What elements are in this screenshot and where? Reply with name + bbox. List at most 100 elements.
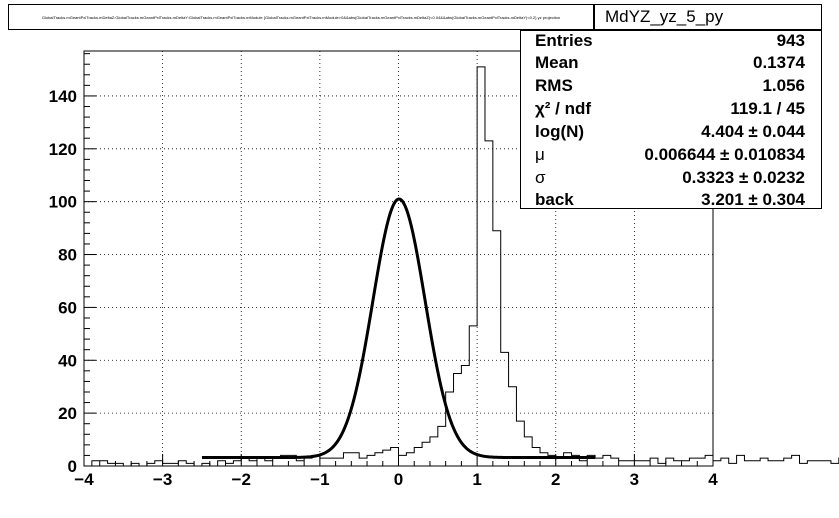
stats-label: back [535,190,574,209]
stats-row-sigma: σ 0.3323 ± 0.0232 [521,168,821,190]
histogram-bar [399,455,407,466]
stats-label: log(N) [535,122,585,141]
stats-box: Entries 943 Mean 0.1374 RMS 1.056 χ² / n… [520,30,822,209]
histogram-bar [737,455,745,466]
histogram-bar [304,458,312,466]
histogram-bar [414,447,422,466]
histogram-bar [430,437,438,466]
histogram-bar [155,461,163,466]
histogram-bar [383,450,391,466]
stats-row-chi2: χ² / ndf 119.1 / 45 [521,99,821,121]
histogram-bar [611,458,619,466]
histogram-bar [768,461,776,466]
stats-row-back: back 3.201 ± 0.304 [521,190,821,212]
histogram-bar [744,461,752,466]
y-tick-label: 60 [58,298,77,317]
histogram-bar [265,461,273,466]
histogram-bar [579,461,587,466]
y-tick-label: 80 [58,246,77,265]
histogram-bar [666,458,674,466]
stats-value: 1.056 [762,76,805,95]
histogram-bar [682,461,690,466]
histogram-bar [406,453,414,466]
stats-label: Mean [535,53,579,72]
stats-label: RMS [535,76,573,95]
histogram-bar [516,421,524,466]
histogram-bar [823,461,831,466]
stats-label: σ [535,168,546,187]
x-tick-label: 1 [472,470,481,489]
histogram-bar [776,461,784,466]
histogram-bar [807,461,815,466]
histogram-bar [501,352,509,466]
stats-name-box: MdYZ_yz_5_py [594,4,822,30]
histogram-bar [603,455,611,466]
histogram-bar [650,458,658,466]
histogram-bar [477,67,485,466]
histogram-bar [233,461,241,466]
histogram-bar [784,458,792,466]
stats-row-mean: Mean 0.1374 [521,53,821,75]
x-tick-label: −2 [232,470,251,489]
histogram-bar [595,458,603,466]
axis-ticks [83,53,714,467]
stats-row-rms: RMS 1.056 [521,76,821,98]
histogram-bar [249,461,257,466]
histogram-bar [367,455,375,466]
histogram-bar [760,458,768,466]
histogram-bar [556,458,564,466]
histogram-bar [564,453,572,466]
histogram-bar [422,442,430,466]
histogram-bar [241,458,249,466]
histogram-bar [273,458,281,466]
x-tick-label: 0 [394,470,403,489]
histogram-bar [469,326,477,466]
y-tick-label: 100 [49,193,77,212]
histogram-bar [721,458,729,466]
stats-value: 119.1 / 45 [730,99,805,118]
histogram-bar [634,461,642,466]
x-tick-label: −3 [153,470,172,489]
histogram-bar [524,437,532,466]
histogram-bar [705,455,713,466]
histogram-bar [343,453,351,466]
histogram-bar [391,447,399,466]
y-tick-label: 0 [68,457,77,476]
stats-value: 4.404 ± 0.044 [701,122,805,141]
stats-row-mu: μ 0.006644 ± 0.010834 [521,145,821,167]
stats-row-entries: Entries 943 [521,31,821,53]
histogram-bar [320,458,328,466]
histogram-bar [627,461,635,466]
histogram-bar [257,458,265,466]
y-tick-label: 120 [49,140,77,159]
histogram-bar [540,453,548,466]
histogram-bar [713,461,721,466]
histogram-bar [328,458,336,466]
histogram-bar [792,455,800,466]
histogram-bar [815,461,823,466]
stats-value: 0.3323 ± 0.0232 [682,168,805,187]
histogram-bar [697,458,705,466]
histogram-bar [509,387,517,466]
x-tick-label: −1 [310,470,329,489]
histogram-bar [218,461,226,466]
histogram-bar [296,461,304,466]
histogram-bar [454,373,462,466]
fit-curve [201,197,596,460]
x-tick-label: −4 [74,470,94,489]
histogram-bar [689,458,697,466]
histogram-bar [100,461,108,466]
stats-label: Entries [535,31,593,50]
histogram-bar [674,461,682,466]
stats-label: μ [535,145,545,164]
histogram-bar [178,461,186,466]
stats-value: 3.201 ± 0.304 [701,190,805,209]
y-tick-label: 20 [58,404,77,423]
fit-curve-layer [201,197,596,460]
histogram-title: GlobalTracks.mGeantPxlTracks.mDeltaZ:Glo… [8,4,594,30]
histogram-bar [485,141,493,466]
y-tick-label: 140 [49,87,77,106]
histogram-bar [92,461,100,466]
stats-row-logn: log(N) 4.404 ± 0.044 [521,122,821,144]
